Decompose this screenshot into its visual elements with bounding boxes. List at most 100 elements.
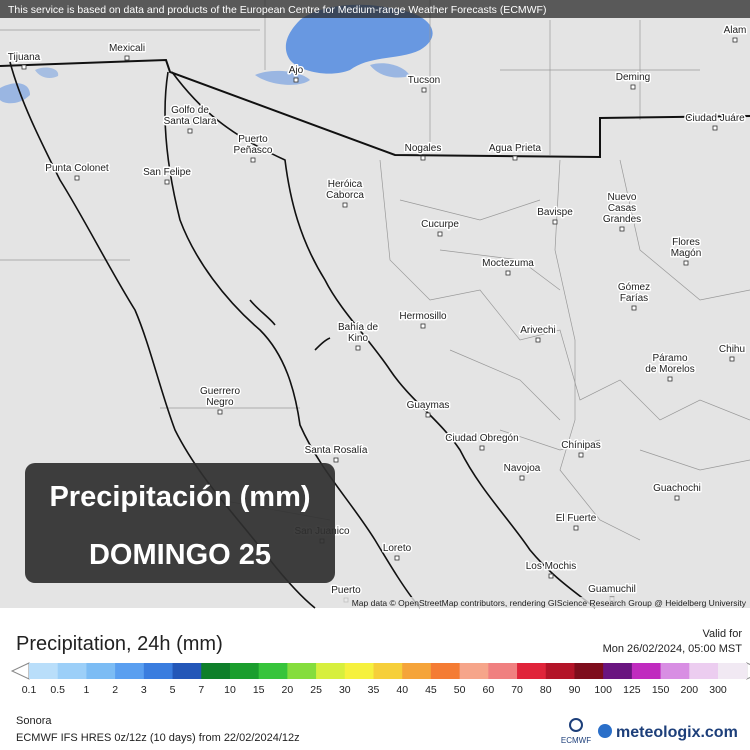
border <box>0 58 750 159</box>
state-lines <box>0 0 750 541</box>
colorbar-label: 20 <box>282 684 294 696</box>
city-dot <box>631 305 637 311</box>
color-swatch <box>29 663 59 679</box>
overlay-day: DOMINGO 25 <box>89 539 271 571</box>
banner: This service is based on data and produc… <box>8 4 546 16</box>
city-dot <box>712 125 718 131</box>
color-swatch <box>430 663 461 679</box>
city-dot <box>729 356 735 362</box>
city-label: Nuevo <box>608 192 637 203</box>
ecmwf-text: ECMWF <box>561 736 591 745</box>
city-label: Los Mochis <box>526 561 577 572</box>
city-label: Arivechi <box>520 325 556 336</box>
city-label: Ciudad Juáre <box>685 113 745 124</box>
city-label: Alam <box>724 25 747 36</box>
city-dot <box>124 55 130 61</box>
colorbar-label: 70 <box>511 684 523 696</box>
city-dot <box>420 155 426 161</box>
city-label: Navojoa <box>504 463 541 474</box>
city-dot <box>732 37 738 43</box>
city-dot <box>217 409 223 415</box>
city-label: Punta Colonet <box>45 163 109 174</box>
colorbar-label: 45 <box>425 684 437 696</box>
city-label: Magón <box>671 248 702 259</box>
colorbar-label: 0.5 <box>50 684 65 696</box>
brand-logo <box>598 724 612 738</box>
colorbar-label: 7 <box>198 684 204 696</box>
city-dot <box>630 84 636 90</box>
colorbar-label: 150 <box>652 684 670 696</box>
colorbar-label: 80 <box>540 684 552 696</box>
city-dot <box>250 157 256 163</box>
banner-bg <box>0 0 750 18</box>
legend-title: Precipitation, 24h (mm) <box>16 633 223 655</box>
overlay-box <box>25 463 335 583</box>
colorbar: 0.1 0.5 1 2 3 5 7 10 15 20 25 30 35 40 45 50 60 70 80 90 100… <box>10 662 750 696</box>
color-swatch <box>402 663 432 679</box>
city-label: Caborca <box>326 190 364 201</box>
color-swatch <box>718 663 748 679</box>
city-label: Casas <box>608 203 636 214</box>
attribution: Map data © OpenStreetMap contributors, r… <box>352 598 747 608</box>
colorbar-label: 90 <box>569 684 581 696</box>
colorbar-label: 15 <box>253 684 265 696</box>
colorbar-label: 60 <box>482 684 494 696</box>
colorbar-label: 10 <box>224 684 236 696</box>
city-dot <box>619 226 625 232</box>
city-label: Cucurpe <box>421 219 459 230</box>
city-label: Puerto <box>331 585 361 596</box>
valid-label: Valid for <box>702 628 742 640</box>
city-dot <box>573 525 579 531</box>
city-label: Golfo de <box>171 105 209 116</box>
colorbar-label: 300 <box>709 684 727 696</box>
city-dot <box>578 452 584 458</box>
color-swatch <box>574 663 604 679</box>
city-label: Gómez <box>618 282 650 293</box>
colorbar-label: 125 <box>623 684 641 696</box>
city-label: Santa Clara <box>164 116 217 127</box>
color-swatch <box>517 663 547 679</box>
city-label: Deming <box>616 72 650 83</box>
color-swatch <box>287 663 317 679</box>
region: Sonora <box>16 715 52 727</box>
attribution-bg <box>330 597 750 608</box>
color-swatch <box>201 663 231 679</box>
color-swatch <box>459 663 489 679</box>
city-label: Heróica <box>328 179 363 190</box>
city-dot <box>187 128 193 134</box>
city-dot <box>355 345 361 351</box>
color-swatch <box>229 663 260 679</box>
colorbar-label: 200 <box>681 684 699 696</box>
city-dot <box>479 445 485 451</box>
color-swatch <box>603 663 633 679</box>
city-label: Agua Prieta <box>489 143 542 154</box>
city-label: Farías <box>620 293 648 304</box>
city-labels: Tijuana Mexicali Ajo Tucson Deming Alam Ciudad… <box>6 24 748 603</box>
colorbar-label: 50 <box>454 684 466 696</box>
city-dot <box>674 495 680 501</box>
city-label: de Morelos <box>645 364 694 375</box>
city-label: Peñasco <box>234 145 273 156</box>
city-label: Tucson <box>408 75 440 86</box>
brand: meteologix.com <box>616 724 738 741</box>
city-label: Guaymas <box>407 400 450 411</box>
colorbar-label: 25 <box>310 684 322 696</box>
city-dot <box>21 64 27 70</box>
city-dot <box>333 457 339 463</box>
color-swatch <box>316 663 346 679</box>
city-dot <box>505 270 511 276</box>
colorbar-label: 30 <box>339 684 351 696</box>
city-label: El Fuerte <box>556 513 597 524</box>
color-swatch <box>545 663 575 679</box>
city-label: Loreto <box>383 543 412 554</box>
city-label: Páramo <box>652 353 687 364</box>
color-swatch <box>488 663 518 679</box>
colorbar-label: 1 <box>83 684 89 696</box>
city-label: Bavispe <box>537 207 573 218</box>
color-swatch <box>344 663 374 679</box>
city-label: San Felipe <box>143 167 191 178</box>
city-dot <box>535 337 541 343</box>
city-dot <box>421 87 427 93</box>
